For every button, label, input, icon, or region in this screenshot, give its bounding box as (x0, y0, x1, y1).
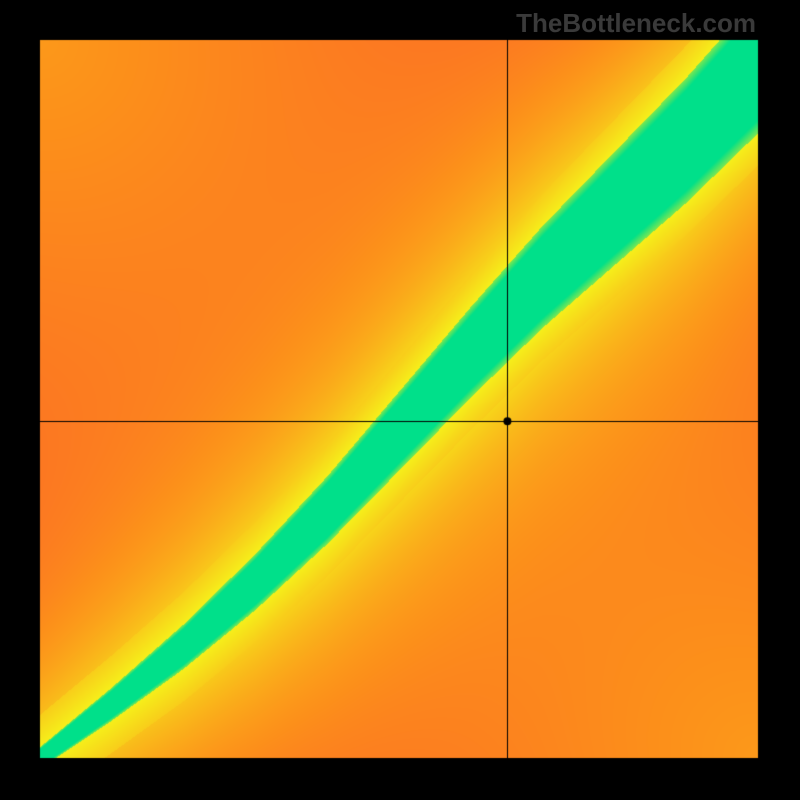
watermark-text: TheBottleneck.com (516, 8, 756, 39)
bottleneck-heatmap (0, 0, 800, 800)
chart-container: TheBottleneck.com (0, 0, 800, 800)
